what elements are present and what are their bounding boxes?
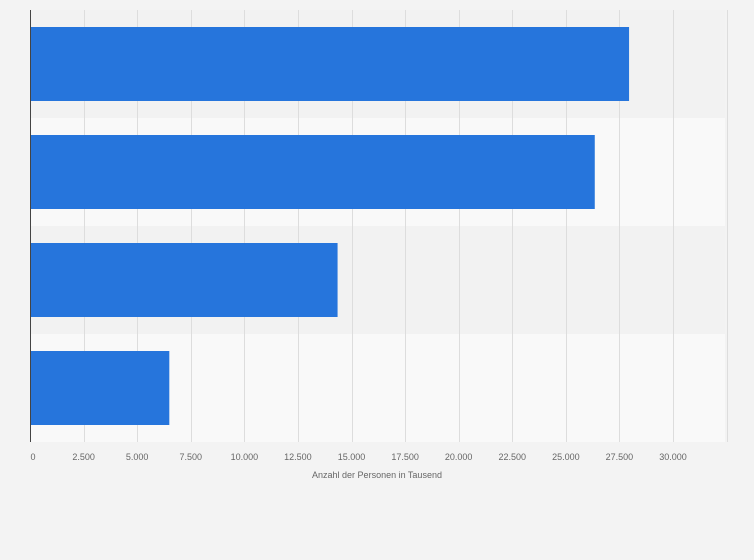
- x-tick-label: 17.500: [391, 452, 419, 462]
- x-tick-label: 2.500: [72, 452, 95, 462]
- x-axis-title: Anzahl der Personen in Tausend: [312, 470, 442, 480]
- x-tick-label: 7.500: [179, 452, 202, 462]
- x-tick-label: 0: [30, 452, 35, 462]
- x-tick-label: 5.000: [126, 452, 149, 462]
- x-tick-labels: 0 2.500 5.000 7.500 10.000 12.500 15.000 17.500…: [30, 452, 686, 462]
- bar[interactable]: [30, 351, 170, 425]
- bar[interactable]: [30, 243, 338, 317]
- x-tick-label: 15.000: [338, 452, 366, 462]
- x-tick-label: 22.500: [498, 452, 526, 462]
- x-tick-label: 10.000: [231, 452, 259, 462]
- x-tick-label: 25.000: [552, 452, 580, 462]
- x-tick-label: 30.000: [659, 452, 687, 462]
- bar[interactable]: [30, 135, 595, 209]
- bar[interactable]: [30, 27, 630, 101]
- bars: [30, 27, 630, 425]
- x-tick-label: 27.500: [606, 452, 634, 462]
- x-tick-label: 12.500: [284, 452, 312, 462]
- x-tick-label: 20.000: [445, 452, 473, 462]
